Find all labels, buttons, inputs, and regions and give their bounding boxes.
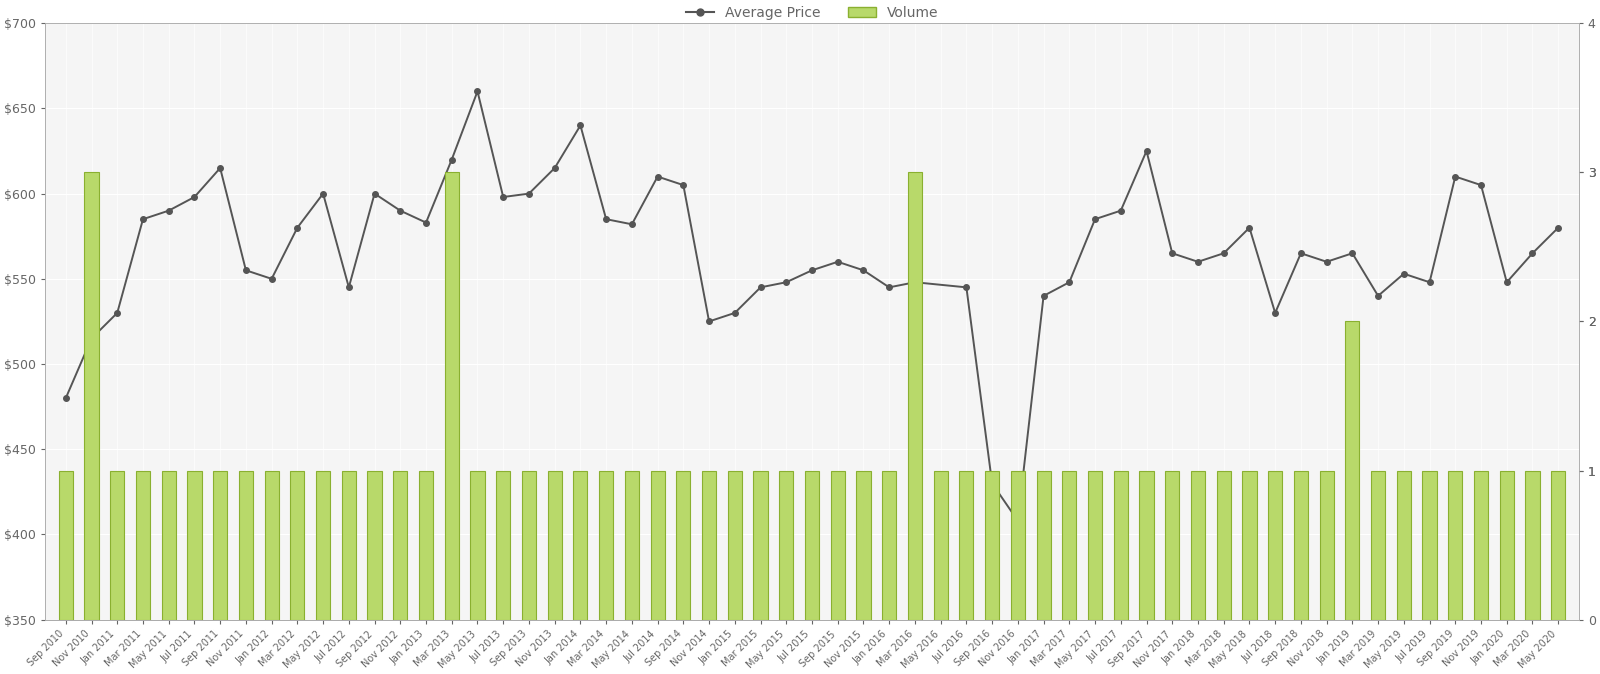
Bar — [1011, 470, 1026, 619]
Bar — [960, 470, 973, 619]
Bar — [1062, 470, 1077, 619]
Bar — [213, 470, 227, 619]
Bar — [728, 470, 742, 619]
Bar — [290, 470, 304, 619]
Bar — [779, 470, 794, 619]
Bar — [238, 470, 253, 619]
Bar — [1499, 470, 1514, 619]
Bar — [805, 470, 819, 619]
Bar — [754, 470, 768, 619]
Bar — [1320, 470, 1334, 619]
Bar — [1139, 470, 1154, 619]
Bar — [1371, 470, 1386, 619]
Bar — [85, 173, 99, 619]
Bar — [1397, 470, 1411, 619]
Bar — [162, 470, 176, 619]
Bar — [470, 470, 485, 619]
Bar — [547, 470, 562, 619]
Bar — [882, 470, 896, 619]
Bar — [1165, 470, 1179, 619]
Bar — [1037, 470, 1051, 619]
Bar — [856, 470, 870, 619]
Bar — [702, 470, 717, 619]
Bar — [1269, 470, 1282, 619]
Bar — [342, 470, 355, 619]
Bar — [522, 470, 536, 619]
Bar — [1422, 470, 1437, 619]
Bar — [1550, 470, 1565, 619]
Bar — [573, 470, 587, 619]
Bar — [1216, 470, 1230, 619]
Bar — [907, 173, 922, 619]
Bar — [598, 470, 613, 619]
Bar — [136, 470, 150, 619]
Bar — [1088, 470, 1102, 619]
Bar — [933, 470, 947, 619]
Bar — [1474, 470, 1488, 619]
Bar — [1294, 470, 1307, 619]
Bar — [419, 470, 434, 619]
Bar — [187, 470, 202, 619]
Bar — [445, 173, 459, 619]
Bar — [626, 470, 638, 619]
Bar — [677, 470, 691, 619]
Bar — [264, 470, 278, 619]
Bar — [651, 470, 664, 619]
Bar — [368, 470, 382, 619]
Bar — [1190, 470, 1205, 619]
Bar — [59, 470, 74, 619]
Bar — [1448, 470, 1462, 619]
Bar — [1525, 470, 1539, 619]
Bar — [1346, 321, 1360, 619]
Bar — [986, 470, 998, 619]
Bar — [394, 470, 408, 619]
Bar — [317, 470, 330, 619]
Bar — [110, 470, 125, 619]
Bar — [1242, 470, 1256, 619]
Bar — [830, 470, 845, 619]
Bar — [1114, 470, 1128, 619]
Legend: Average Price, Volume: Average Price, Volume — [680, 0, 944, 26]
Bar — [496, 470, 510, 619]
